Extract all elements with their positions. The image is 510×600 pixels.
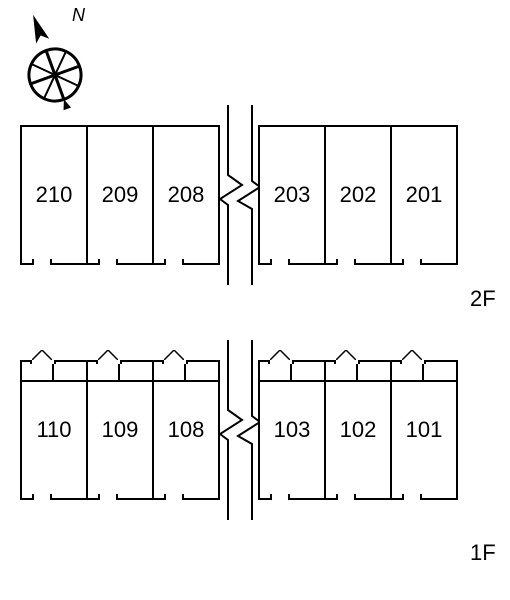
foot-notch [336, 259, 356, 265]
foot-notch [32, 494, 52, 500]
unit-210: 210 [20, 125, 88, 265]
door-icon [400, 360, 422, 368]
unit-label: 101 [406, 417, 443, 443]
partition [392, 380, 456, 382]
unit-202: 202 [324, 125, 392, 265]
compass-rose: N [10, 5, 100, 120]
foot-notch [336, 494, 356, 500]
foot-notch [164, 494, 184, 500]
door-icon [162, 360, 184, 368]
unit-209: 209 [86, 125, 154, 265]
partition [22, 380, 86, 382]
foot-notch [164, 259, 184, 265]
foot-notch [270, 259, 290, 265]
foot-notch [32, 259, 52, 265]
floor-1-label: 1F [470, 540, 496, 566]
door-swing-icon [98, 350, 118, 360]
unit-108: 108 [152, 360, 220, 500]
floor-2-row: 210 209 208 203 202 201 [20, 125, 458, 265]
unit-110: 110 [20, 360, 88, 500]
foot-notch [98, 259, 118, 265]
foot-notch [270, 494, 290, 500]
floor-2-label: 2F [470, 286, 496, 312]
door-swing-icon [402, 350, 422, 360]
floor-2-group: 210 209 208 203 202 201 [20, 125, 458, 265]
unit-103: 103 [258, 360, 326, 500]
break-mark-icon [220, 125, 260, 265]
unit-label: 109 [102, 417, 139, 443]
partition-vert [422, 362, 424, 380]
unit-label: 208 [168, 182, 205, 208]
unit-label: 209 [102, 182, 139, 208]
unit-201: 201 [390, 125, 458, 265]
door-icon [268, 360, 290, 368]
compass-label: N [72, 5, 86, 25]
partition-vert [356, 362, 358, 380]
partition [326, 380, 390, 382]
unit-label: 210 [36, 182, 73, 208]
unit-label: 110 [36, 417, 71, 443]
floor-1-row: 110 109 108 [20, 360, 458, 500]
partition-vert [184, 362, 186, 380]
door-swing-icon [336, 350, 356, 360]
unit-label: 202 [340, 182, 377, 208]
unit-label: 102 [340, 417, 377, 443]
foot-notch [402, 494, 422, 500]
unit-208: 208 [152, 125, 220, 265]
partition [260, 380, 324, 382]
door-icon [96, 360, 118, 368]
unit-label: 103 [274, 417, 311, 443]
door-swing-icon [164, 350, 184, 360]
floor-1-group: 110 109 108 [20, 360, 458, 500]
unit-101: 101 [390, 360, 458, 500]
unit-label: 108 [168, 417, 205, 443]
door-swing-icon [32, 350, 52, 360]
partition-vert [52, 362, 54, 380]
unit-label: 203 [274, 182, 311, 208]
partition-vert [118, 362, 120, 380]
door-swing-icon [270, 350, 290, 360]
partition-vert [290, 362, 292, 380]
unit-102: 102 [324, 360, 392, 500]
partition [88, 380, 152, 382]
door-icon [334, 360, 356, 368]
partition [154, 380, 218, 382]
break-mark-icon [220, 360, 260, 500]
unit-109: 109 [86, 360, 154, 500]
door-icon [30, 360, 52, 368]
unit-203: 203 [258, 125, 326, 265]
foot-notch [402, 259, 422, 265]
unit-label: 201 [406, 182, 443, 208]
foot-notch [98, 494, 118, 500]
